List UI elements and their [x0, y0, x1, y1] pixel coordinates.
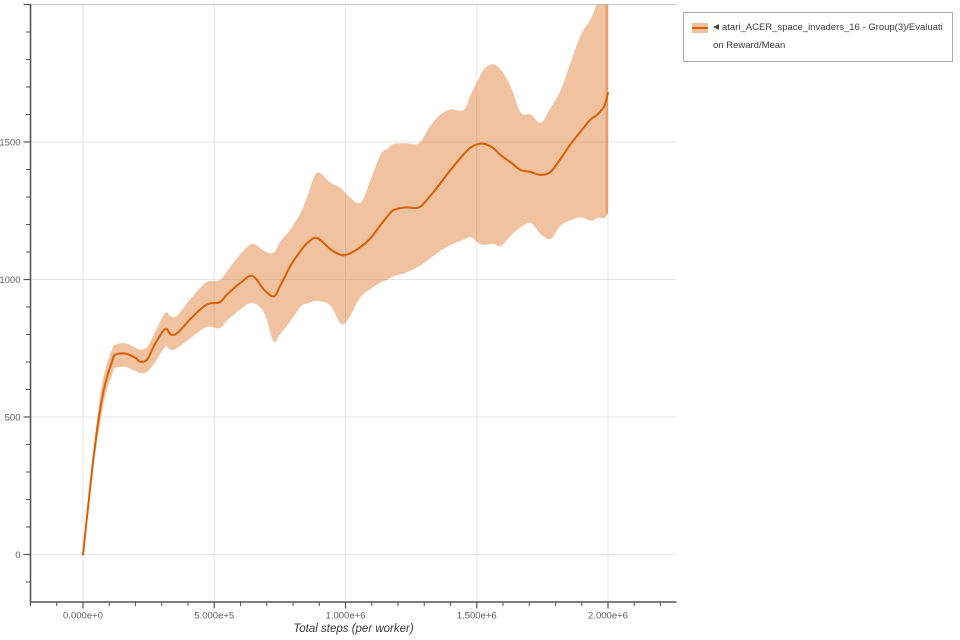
- legend-label-line1: atari_ACER_space_invaders_16 - Group(3)/…: [713, 19, 943, 37]
- mean-line: [82, 91, 609, 556]
- axes: 0.000e+0 5.000e+5 1.000e+6 1.500e+6 2.000e+6…: [0, 3, 677, 622]
- y-tick-label: 0: [15, 550, 20, 561]
- confidence-band: [83, 4, 608, 555]
- legend-label-text: atari_ACER_space_invaders_16 - Group(3)/…: [722, 22, 943, 33]
- legend-label: atari_ACER_space_invaders_16 - Group(3)/…: [713, 19, 943, 54]
- collapse-triangle-icon[interactable]: [713, 24, 719, 30]
- legend-label-line2: on Reward/Mean: [713, 39, 786, 51]
- series-layer: [82, 4, 609, 556]
- x-tick-label: 2.000e+6: [588, 611, 628, 622]
- x-axis-title: Total steps (per worker): [293, 623, 414, 635]
- y-tick-label: 1000: [0, 275, 21, 286]
- legend-box[interactable]: atari_ACER_space_invaders_16 - Group(3)/…: [683, 12, 953, 62]
- x-tick-label: 0.000e+0: [63, 611, 103, 622]
- x-tick-label: 5.000e+5: [194, 611, 234, 622]
- y-tick-label: 1500: [0, 137, 21, 148]
- gridlines: [30, 4, 677, 602]
- x-tick-label: 1.500e+6: [457, 611, 497, 622]
- x-tick-label: 1.000e+6: [326, 611, 366, 622]
- y-tick-label: 500: [5, 412, 21, 423]
- legend-series-line-icon: [692, 26, 708, 30]
- legend-series-swatch: [692, 23, 708, 33]
